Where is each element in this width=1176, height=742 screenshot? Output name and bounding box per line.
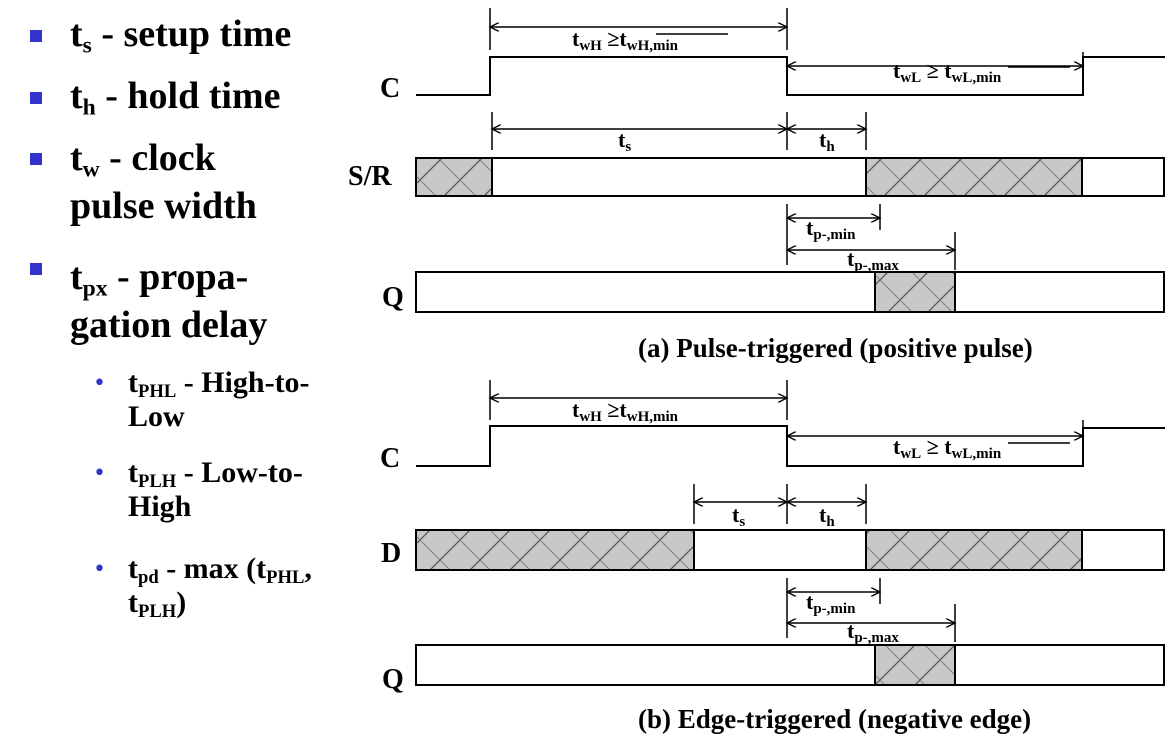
caption-b: (b) Edge-triggered (negative edge) <box>638 704 1031 734</box>
bullet-list: ts - setup time th - hold time tw - cloc… <box>0 0 370 742</box>
caption-a: (a) Pulse-triggered (positive pulse) <box>638 333 1033 363</box>
sub-bullet-tpd: tpd - max (tPHL, tPLH) <box>128 552 312 623</box>
clock-waveform <box>416 425 1165 467</box>
signal-label-d: D <box>381 538 401 569</box>
bullet-square-icon <box>30 92 42 104</box>
clock-waveform <box>416 56 1165 96</box>
sub-bullet-dot-icon: • <box>93 557 106 582</box>
signal-label-q: Q <box>382 664 404 695</box>
q-signal-bus <box>415 271 1165 313</box>
bullet-setup-time: ts - setup time <box>70 13 292 59</box>
label-th: th <box>819 502 835 530</box>
label-ts: ts <box>618 127 631 155</box>
bullet-pulse-width: tw - clock pulse width <box>70 137 257 227</box>
signal-label-sr: S/R <box>348 161 392 192</box>
sr-signal-bus <box>415 157 1165 197</box>
diagram-b: C D Q <box>380 380 1165 734</box>
bullet-square-icon <box>30 263 42 275</box>
bullet-hold-time: th - hold time <box>70 75 281 121</box>
signal-label-c: C <box>380 73 400 104</box>
d-signal-bus <box>415 529 1165 571</box>
label-twh: twH ≥twH,min <box>572 26 679 54</box>
label-tp-min: tp-,min <box>806 589 856 617</box>
label-tp-max: tp-,max <box>847 618 899 646</box>
label-tp-min: tp-,min <box>806 215 856 243</box>
bullet-square-icon <box>30 153 42 165</box>
sub-bullet-tplh: tPLH - Low-to- High <box>128 456 303 523</box>
signal-label-q: Q <box>382 282 404 313</box>
label-twl: twL ≥ twL,min <box>893 434 1002 462</box>
label-tp-max: tp-,max <box>847 246 899 274</box>
label-th: th <box>819 127 835 155</box>
label-ts: ts <box>732 502 745 530</box>
bullet-propagation-delay: tpx - propa-gation delay <box>70 256 268 346</box>
label-twh: twH ≥twH,min <box>572 397 679 425</box>
label-twl: twL ≥ twL,min <box>893 58 1002 86</box>
sub-bullet-dot-icon: • <box>93 371 106 396</box>
sub-bullet-tphl: tPHL - High-to- Low <box>128 366 310 433</box>
bullet-square-icon <box>30 30 42 42</box>
sub-bullet-dot-icon: • <box>93 461 106 486</box>
diagram-a: C S/R Q <box>348 8 1165 363</box>
q-signal-bus <box>415 644 1165 686</box>
signal-label-c: C <box>380 443 400 474</box>
